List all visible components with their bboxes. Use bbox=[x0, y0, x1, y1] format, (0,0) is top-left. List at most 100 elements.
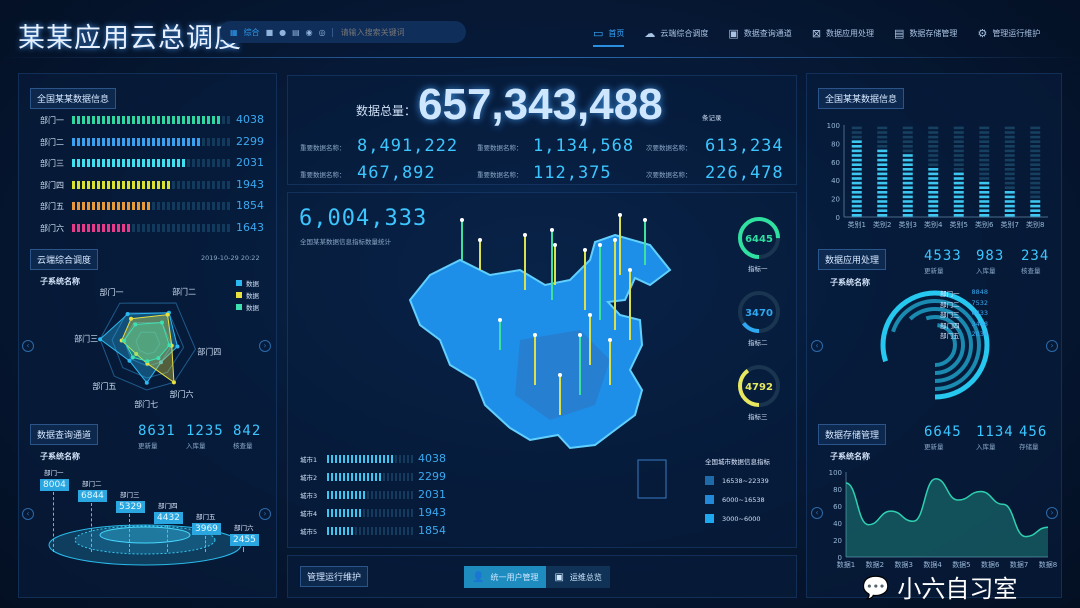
total-unit: 条记录 bbox=[702, 114, 722, 122]
x-tick-label: 类别4 bbox=[924, 220, 943, 229]
info-icon[interactable]: ◉ bbox=[305, 27, 313, 37]
metric-value: 112,375 bbox=[533, 163, 612, 183]
bar bbox=[979, 126, 990, 217]
bar-label: 部门四 bbox=[40, 180, 64, 190]
metric-value: 226,478 bbox=[705, 163, 784, 183]
query-item-label: 部门五 bbox=[196, 513, 216, 521]
city-bar bbox=[327, 473, 413, 481]
stat-value: 8631 bbox=[138, 423, 176, 439]
storage-area-chart: 0 20 40 60 80 100 数据1 数据2 数据3 数据4 数据5 数据6 数据7 数据8 bbox=[829, 469, 1058, 569]
subsystem-label: 子系统名称 bbox=[830, 278, 870, 287]
nav-item[interactable]: ☁ 云端综合调度 bbox=[644, 24, 708, 42]
x-tick-label: 类别1 bbox=[848, 220, 866, 229]
nav-item[interactable]: ▭ 首页 bbox=[593, 24, 625, 47]
nav-item[interactable]: ⚙ 管理运行维护 bbox=[977, 24, 1040, 42]
metric-value: 8,491,222 bbox=[357, 136, 459, 156]
search-doc-icon: ▣ bbox=[728, 26, 739, 40]
radar-axis-label: 部门三 bbox=[74, 333, 98, 343]
folder-icon[interactable]: ■ bbox=[265, 27, 274, 37]
map-big-number: 6,004,333 bbox=[299, 206, 428, 231]
city-bar bbox=[327, 527, 413, 535]
section-title-storage: 数据存储管理 bbox=[818, 424, 887, 445]
query-item-value[interactable]: 3969 bbox=[192, 523, 221, 535]
next-arrow-icon[interactable]: › bbox=[1046, 507, 1058, 519]
next-arrow-icon[interactable]: › bbox=[1046, 340, 1058, 352]
prev-arrow-icon[interactable]: ‹ bbox=[811, 340, 823, 352]
ring-arc bbox=[897, 307, 973, 383]
gauge-value: 3470 bbox=[745, 308, 773, 319]
city-value: 1943 bbox=[418, 506, 446, 519]
stat-value: 1235 bbox=[186, 423, 224, 439]
ops-button[interactable]: ▣ 运维总览 bbox=[546, 566, 610, 588]
x-tick-label: 类别8 bbox=[1026, 220, 1044, 229]
search-bar[interactable]: ▦ 综合 ■ ● ▤ ◉ ◎ bbox=[220, 21, 466, 43]
ring-legend-item: 部门五 2034 bbox=[940, 330, 988, 340]
search-tab[interactable]: 综合 bbox=[243, 27, 260, 37]
city-bar bbox=[327, 491, 413, 499]
legend-label: 3000~6000 bbox=[722, 514, 761, 523]
x-tick-label: 数据6 bbox=[981, 560, 1000, 569]
legend-item: 数据 bbox=[236, 302, 259, 312]
image-icon[interactable]: ▤ bbox=[292, 27, 300, 37]
next-arrow-icon[interactable]: › bbox=[259, 508, 271, 520]
query-item-value[interactable]: 8004 bbox=[40, 479, 69, 491]
cloud-icon: ☁ bbox=[644, 26, 656, 40]
map-big-label: 全国某某数据信息指标数量统计 bbox=[300, 238, 391, 246]
metric-label: 重要数据名称： bbox=[477, 144, 523, 152]
radar-series bbox=[121, 314, 175, 384]
target-icon[interactable]: ◎ bbox=[318, 27, 326, 37]
ring-value: 8848 bbox=[971, 288, 989, 296]
leader-line bbox=[205, 536, 206, 552]
x-tick-label: 类别2 bbox=[873, 220, 891, 229]
nav-label: 数据查询通道 bbox=[743, 28, 792, 38]
query-item-label: 部门六 bbox=[234, 524, 254, 532]
china-map[interactable] bbox=[380, 190, 700, 500]
nav-item[interactable]: ▤ 数据存储管理 bbox=[894, 24, 957, 42]
prev-arrow-icon[interactable]: ‹ bbox=[22, 340, 34, 352]
bar-label: 部门五 bbox=[40, 202, 64, 211]
radar-point bbox=[125, 312, 130, 317]
y-tick-label: 100 bbox=[829, 469, 842, 477]
y-tick-label: 20 bbox=[833, 537, 842, 545]
query-item-value[interactable]: 6844 bbox=[78, 490, 107, 502]
leader-line bbox=[53, 492, 54, 552]
nav-label: 云端综合调度 bbox=[660, 28, 709, 38]
process-icon: ⊠ bbox=[811, 26, 822, 40]
ring-label: 部门一 bbox=[940, 290, 960, 298]
leader-line bbox=[167, 525, 168, 552]
next-arrow-icon[interactable]: › bbox=[259, 340, 271, 352]
legend-item: 数据 bbox=[236, 278, 259, 288]
nav-item[interactable]: ▣ 数据查询通道 bbox=[728, 24, 791, 42]
ring-arc bbox=[880, 290, 990, 400]
nav-item[interactable]: ⊠ 数据应用处理 bbox=[812, 24, 874, 42]
y-tick-label: 40 bbox=[833, 520, 842, 528]
stat-label: 存储量 bbox=[1019, 443, 1039, 451]
section-title-info: 全国某某数据信息 bbox=[30, 88, 117, 109]
header-divider bbox=[0, 57, 1080, 58]
legend-item: 数据 bbox=[236, 290, 259, 300]
bar-label: 部门六 bbox=[40, 223, 64, 233]
total-label: 数据总量： bbox=[356, 104, 417, 118]
metric-value: 467,892 bbox=[357, 163, 436, 183]
gear-icon: ⚙ bbox=[977, 26, 988, 40]
grid-icon[interactable]: ▦ bbox=[230, 27, 238, 37]
map-legend-item: 6000~16538 bbox=[705, 495, 765, 504]
query-item-label: 部门四 bbox=[158, 502, 178, 510]
prev-arrow-icon[interactable]: ‹ bbox=[811, 507, 823, 519]
radar-point bbox=[130, 355, 135, 360]
search-input[interactable] bbox=[331, 27, 452, 37]
metric-value: 613,234 bbox=[705, 136, 784, 156]
ops-button[interactable]: 👤 统一用户管理 bbox=[464, 566, 547, 588]
circle-icon[interactable]: ● bbox=[279, 27, 287, 37]
legend-swatch bbox=[705, 514, 714, 523]
query-item-value[interactable]: 4432 bbox=[154, 512, 183, 524]
prev-arrow-icon[interactable]: ‹ bbox=[22, 508, 34, 520]
stat-value: 983 bbox=[976, 248, 1005, 264]
nav-label: 管理运行维护 bbox=[992, 28, 1041, 38]
radar-point bbox=[158, 360, 163, 365]
bar bbox=[953, 126, 964, 217]
stat-label: 入库量 bbox=[186, 442, 206, 450]
query-item-value[interactable]: 5329 bbox=[116, 501, 145, 513]
query-item-value[interactable]: 2455 bbox=[230, 534, 259, 546]
city-bar bbox=[327, 509, 413, 517]
